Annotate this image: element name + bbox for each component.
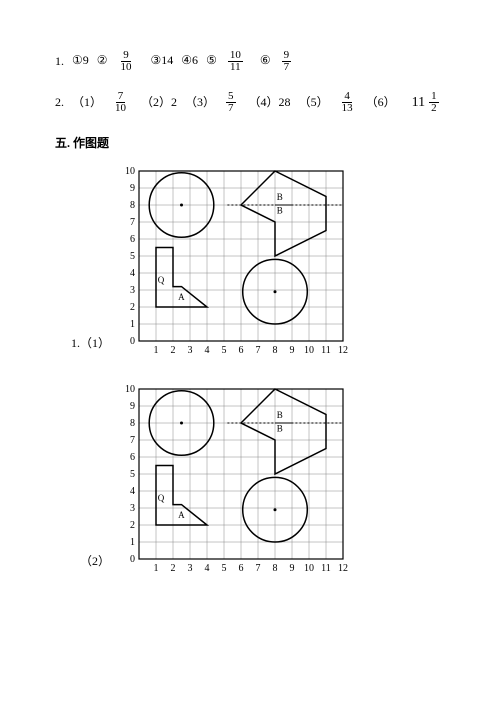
fraction: 57 <box>226 91 236 114</box>
fraction: 710 <box>113 91 128 114</box>
answer-line-1: 1. ①9 ② 910 ③14 ④6 ⑤ 1011 ⑥ 97 <box>55 50 445 73</box>
svg-text:Q: Q <box>158 275 165 285</box>
svg-text:2: 2 <box>130 302 135 313</box>
svg-text:B: B <box>277 424 283 434</box>
svg-text:5: 5 <box>130 469 135 480</box>
figure-2-label: （2） <box>55 552 115 577</box>
text-segment: （1） <box>72 95 102 109</box>
svg-text:12: 12 <box>338 563 348 574</box>
svg-text:5: 5 <box>130 251 135 262</box>
svg-text:Q: Q <box>158 493 165 503</box>
svg-text:10: 10 <box>304 345 314 356</box>
text-segment: （2）2 <box>141 95 177 109</box>
svg-text:4: 4 <box>205 345 210 356</box>
svg-text:3: 3 <box>130 285 135 296</box>
section-heading: 五. 作图题 <box>55 134 445 151</box>
mixed-fraction: 1112 <box>412 91 442 114</box>
text-segment: （3） <box>185 95 215 109</box>
svg-text:7: 7 <box>130 217 135 228</box>
svg-text:11: 11 <box>321 563 331 574</box>
svg-text:12: 12 <box>338 345 348 356</box>
svg-text:10: 10 <box>304 563 314 574</box>
svg-text:8: 8 <box>273 563 278 574</box>
svg-text:3: 3 <box>188 563 193 574</box>
fraction: 413 <box>340 91 355 114</box>
svg-text:6: 6 <box>130 234 135 245</box>
svg-text:1: 1 <box>154 345 159 356</box>
svg-text:2: 2 <box>171 345 176 356</box>
svg-text:4: 4 <box>130 486 135 497</box>
svg-text:5: 5 <box>222 345 227 356</box>
svg-text:10: 10 <box>125 166 135 177</box>
svg-text:11: 11 <box>321 345 331 356</box>
svg-text:A: A <box>178 292 185 302</box>
text-segment: ③14 <box>151 53 174 67</box>
svg-text:8: 8 <box>273 345 278 356</box>
svg-text:9: 9 <box>290 563 295 574</box>
svg-text:6: 6 <box>239 345 244 356</box>
text-segment: （4）28 <box>249 95 291 109</box>
svg-text:2: 2 <box>171 563 176 574</box>
svg-text:9: 9 <box>290 345 295 356</box>
figure-1-label: 1.（1） <box>55 334 115 359</box>
answer-line-2: 2. （1） 710 （2）2 （3） 57 （4）28 （5） 413 （6） 1112 <box>55 91 445 114</box>
text-segment: ⑥ <box>260 53 271 67</box>
svg-text:3: 3 <box>130 503 135 514</box>
text-segment: ⑤ <box>206 53 217 67</box>
svg-text:10: 10 <box>125 384 135 395</box>
svg-text:B: B <box>277 410 283 420</box>
figure-2-row: （2） 012345678910123456789101112AQBB <box>55 379 445 577</box>
text-segment: ①9 <box>72 53 89 67</box>
svg-text:2: 2 <box>130 520 135 531</box>
figure-2-grid: 012345678910123456789101112AQBB <box>115 379 349 577</box>
svg-text:1: 1 <box>130 319 135 330</box>
line2-prefix: 2. <box>55 95 64 110</box>
svg-text:7: 7 <box>256 563 261 574</box>
svg-text:0: 0 <box>130 336 135 347</box>
svg-text:B: B <box>277 206 283 216</box>
text-segment: （6） <box>366 95 396 109</box>
svg-text:B: B <box>277 192 283 202</box>
svg-text:6: 6 <box>130 452 135 463</box>
text-segment: ④6 <box>181 53 198 67</box>
figure-1-grid: 012345678910123456789101112AQBB <box>115 161 349 359</box>
svg-text:1: 1 <box>130 537 135 548</box>
figure-1-row: 1.（1） 012345678910123456789101112AQBB <box>55 161 445 359</box>
svg-text:7: 7 <box>256 345 261 356</box>
svg-text:9: 9 <box>130 183 135 194</box>
fraction: 97 <box>282 50 292 73</box>
text-segment: ② <box>97 53 108 67</box>
svg-text:9: 9 <box>130 401 135 412</box>
svg-text:4: 4 <box>205 563 210 574</box>
svg-text:7: 7 <box>130 435 135 446</box>
svg-text:4: 4 <box>130 268 135 279</box>
svg-text:8: 8 <box>130 200 135 211</box>
fraction: 1011 <box>228 50 243 73</box>
fraction: 910 <box>119 50 134 73</box>
text-segment: （5） <box>299 95 329 109</box>
svg-text:8: 8 <box>130 418 135 429</box>
line1-prefix: 1. <box>55 54 64 69</box>
svg-text:A: A <box>178 510 185 520</box>
svg-text:5: 5 <box>222 563 227 574</box>
svg-text:0: 0 <box>130 554 135 565</box>
svg-text:1: 1 <box>154 563 159 574</box>
svg-text:6: 6 <box>239 563 244 574</box>
svg-text:3: 3 <box>188 345 193 356</box>
